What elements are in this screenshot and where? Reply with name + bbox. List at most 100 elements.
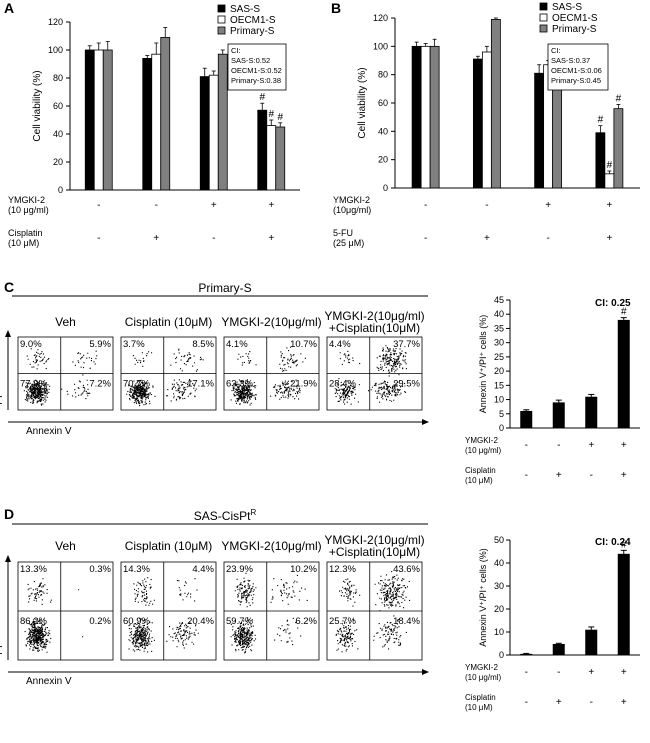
bar-sas-s [199,76,210,191]
condition-sign: + [588,667,594,678]
quadrant-ul: 4.4% [329,339,351,350]
quadrant-ur: 5.9% [89,339,111,350]
bar [585,396,598,428]
panel-label-a: A [4,0,14,16]
y-tick-label: 80 [53,73,63,83]
y-tick-label: 20 [494,604,504,614]
legend-label: Primary-S [230,26,275,37]
quadrant-ll: 25.7% [329,616,356,627]
ci-label: CI: 0.25 [595,298,631,309]
ci-text: Primary-S:0.45 [551,76,601,85]
significance-mark: # [616,93,622,104]
bar [585,629,598,655]
chart-d-bar: 0 10 20 30 40 50 Annexin V⁺/PI⁺ cells (%) #CI: … [465,535,640,712]
ci-text: SAS-S:0.37 [551,56,590,65]
condition-sign: - [424,200,427,211]
condition-sign: + [556,697,562,708]
quadrant-lr: 29.5% [393,379,420,390]
quadrant-ur: 10.2% [290,564,317,575]
y-tick-label: 40 [378,126,388,136]
condition-label: (10 μM) [8,238,39,248]
y-axis-label: Cell viability (%) [32,70,43,141]
bar [617,553,630,655]
flow-d: SAS-CisPtR PI Annexin V Veh 13.3% 0.3% 86.2% 0.… [0,508,429,687]
y-tick-label: 20 [378,155,388,165]
condition-label: YMGKI-2 [8,195,45,205]
bar-primary-s [429,45,440,189]
y-tick-label: 20 [494,366,504,376]
legend-swatch [539,13,548,22]
bar-oecm1-s [481,51,492,189]
bar-sas-s [257,109,268,191]
condition-sign: + [606,200,612,211]
ci-text: OECM1-S:0.06 [551,66,602,75]
quadrant-ur: 8.5% [192,339,214,350]
y-tick-label: 0 [499,650,504,660]
condition-sign: - [590,697,593,708]
legend-swatch [217,26,226,35]
flow-title: Primary-S [198,281,251,295]
flow-plot: YMGKI-2(10μg/ml) 23.9% 10.2% 59.7% 6.2% [221,539,322,661]
flow-plot: YMGKI-2(10μg/ml)+Cisplatin(10μM) 4.4% 37.7… [324,309,425,411]
bar-oecm1-s [604,173,615,189]
quadrant-ul: 3.7% [123,339,145,350]
quadrant-ur: 10.7% [290,339,317,350]
bar-primary-s [490,19,501,189]
flow-plot-label: Veh [55,315,76,329]
flow-plot: Cisplatin (10μM) 14.3% 4.4% 60.9% 20.4% [120,539,217,661]
flow-dots [126,348,204,407]
quadrant-ul: 9.0% [20,339,42,350]
flow-dots [24,578,84,653]
bar [617,319,630,428]
legend-swatch [539,24,548,33]
quadrant-ul: 23.9% [226,564,253,575]
significance-mark: # [621,307,627,318]
y-tick-label: 0 [499,423,504,433]
flow-plot-label: Veh [55,539,76,553]
flow-plot: Veh 9.0% 5.9% 77.9% 7.2% [17,315,114,411]
significance-mark: # [277,112,283,123]
bar [552,643,565,655]
flow-plot: Cisplatin (10μM) 3.7% 8.5% 70.7% 17.1% [120,315,217,411]
condition-sign: + [484,233,490,244]
quadrant-ul: 4.1% [226,339,248,350]
quadrant-ll: 60.9% [123,616,150,627]
condition-sign: - [97,200,100,211]
title-superscript: R [250,508,256,517]
bar-sas-s [142,58,153,191]
y-tick-label: 35 [494,323,504,333]
bar-sas-s [411,45,422,189]
bar-oecm1-s [266,125,277,191]
legend-swatch [217,4,226,13]
flow-plot-label: Cisplatin (10μM) [125,539,213,553]
condition-sign: + [268,200,274,211]
panel-label-c: C [4,279,14,295]
quadrant-ul: 12.3% [329,564,356,575]
bar-oecm1-s [151,53,162,191]
ci-box [227,43,287,91]
annexin-arrow [422,419,429,425]
condition-label: (25 μM) [333,238,364,248]
flow-plot: Veh 13.3% 0.3% 86.2% 0.2% [17,539,114,661]
flow-c: Primary-S PI Annexin V Veh 9.0% 5.9% 77.9% 7.2%… [0,281,429,437]
condition-sign: + [556,470,562,481]
y-tick-label: 10 [494,395,504,405]
condition-label: YMGKI-2 [333,195,370,205]
condition-sign: - [212,233,215,244]
bar-primary-s [160,37,171,191]
quadrant-lr: 20.4% [187,616,214,627]
y-tick-label: 100 [48,45,63,55]
chart-b: 0 20 40 60 80 100 120 Cell viability (%) # # # SAS-… [333,2,640,248]
condition-sign: - [546,233,549,244]
condition-label: Cisplatin [465,693,496,702]
bar-primary-s [275,126,286,191]
condition-sign: + [588,440,594,451]
y-axis-label: Cell viability (%) [357,67,368,138]
legend-label: Primary-S [552,24,597,35]
condition-label: 5-FU [333,228,353,238]
flow-title: SAS-CisPtR [194,508,257,523]
condition-sign: - [557,440,560,451]
y-tick-label: 5 [499,409,504,419]
ci-text: OECM1-S:0.52 [231,66,282,75]
